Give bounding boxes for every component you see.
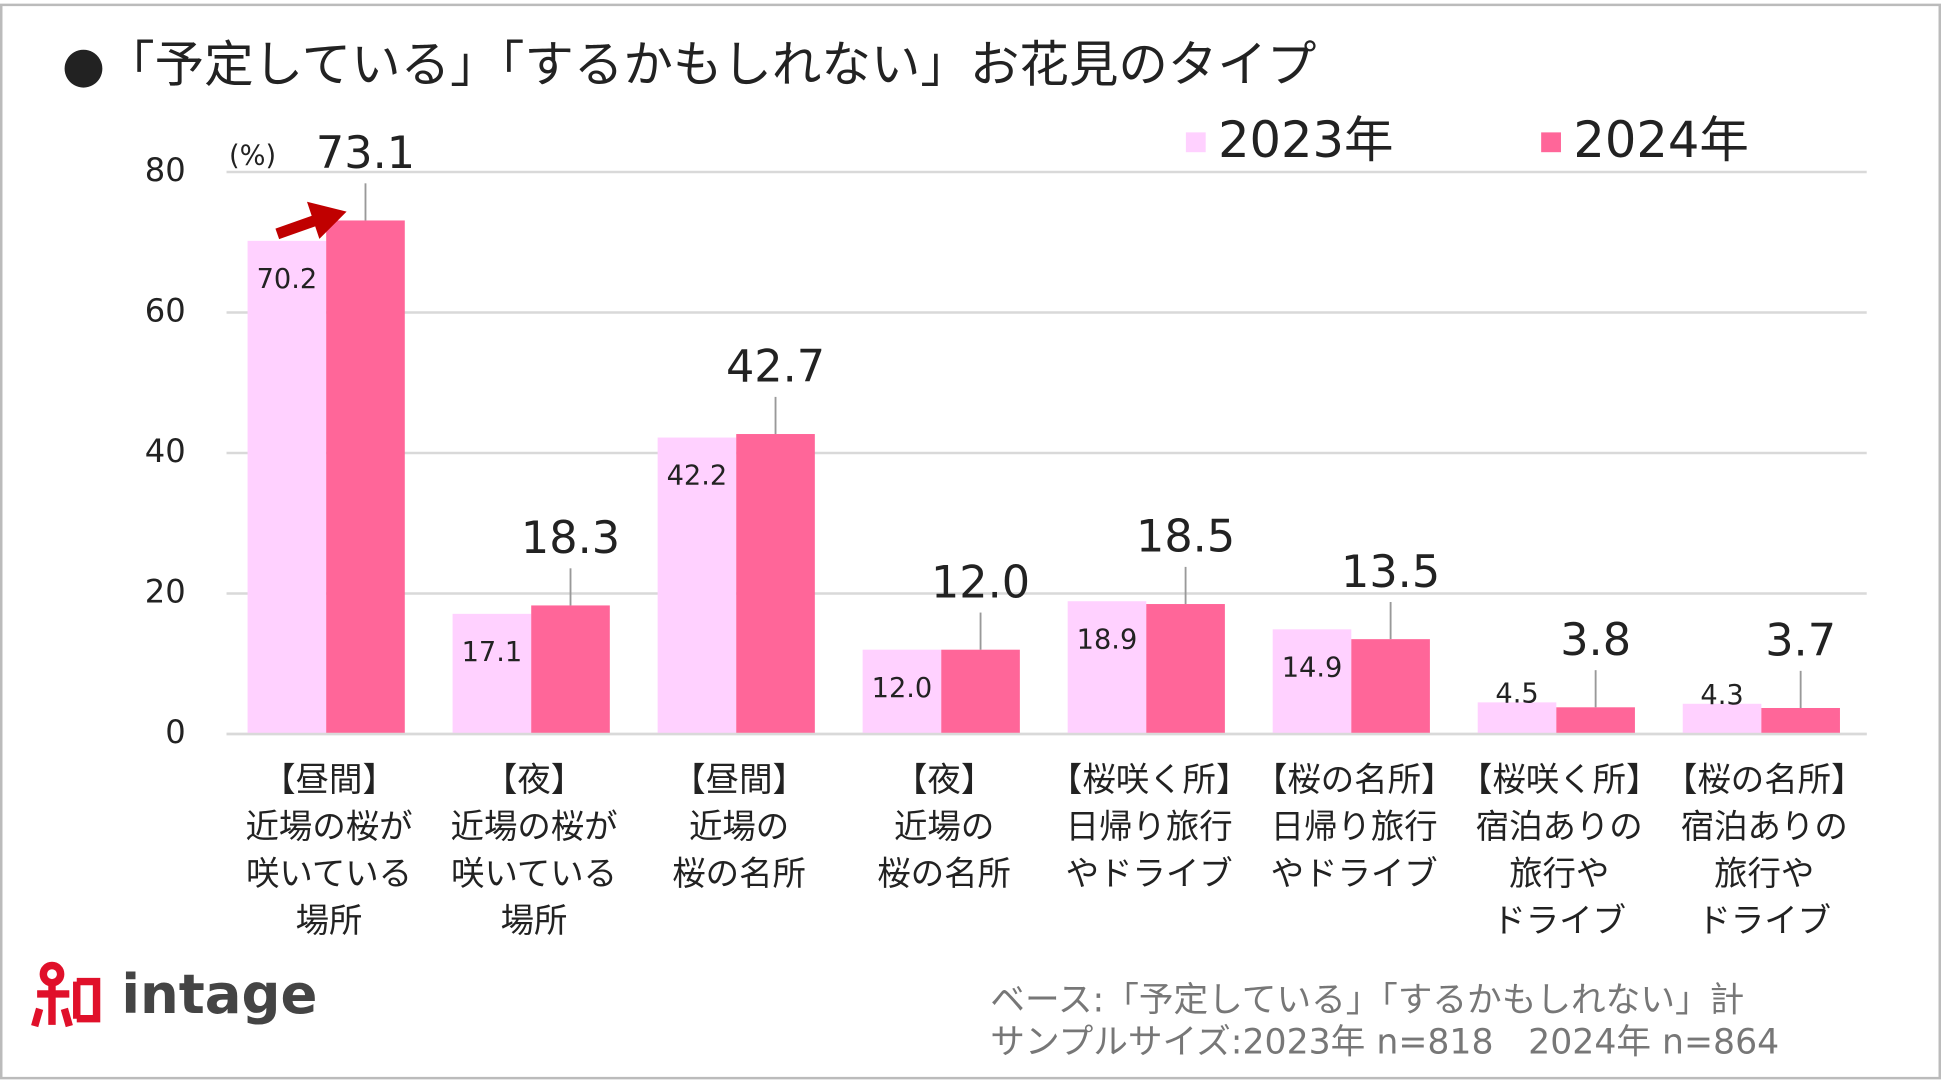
data-label: 12.0 [872,673,933,704]
data-label: 4.3 [1700,680,1743,711]
bar [1556,707,1635,734]
bar [657,437,737,734]
y-tick-label: 40 [145,432,186,470]
bar [736,434,815,734]
legend-swatch [1541,132,1561,153]
data-label: 70.2 [257,264,318,295]
data-label: 14.9 [1282,652,1343,683]
x-tick-label: 【桜の名所】宿泊ありの旅行やドライブ [1664,760,1864,940]
chart-title: ●「予定している」「するかもしれない」お花見のタイプ [62,36,1316,94]
data-label: 42.7 [726,341,825,393]
legend-label: 2023年 [1218,111,1393,169]
x-tick-label: 【昼間】近場の桜の名所 [672,760,806,893]
legend-swatch [1185,132,1206,153]
bar [531,605,610,734]
x-tick-label: 【桜咲く所】宿泊ありの旅行やドライブ [1459,760,1659,940]
bar [452,613,532,734]
note: サンプルサイズ:2023年 n=818 2024年 n=864 [990,1022,1779,1062]
data-label: 18.5 [1136,511,1235,563]
arrow-head [306,201,347,239]
data-label: 3.7 [1765,615,1836,667]
bar [1682,703,1762,734]
y-tick-label: 80 [145,151,186,189]
y-unit: (%) [229,141,276,172]
x-tick-label: 【桜の名所】日帰り旅行やドライブ [1254,760,1454,893]
x-tick-label: 【昼間】近場の桜が咲いている場所 [246,760,413,940]
bar [1477,702,1557,734]
data-label: 18.9 [1077,624,1138,655]
logo-mark [31,961,101,1028]
data-label: 18.3 [521,512,620,564]
arrow [275,213,322,240]
note: ベース:「予定している」「するかもしれない」計 [990,980,1744,1020]
bar [1351,639,1430,734]
y-tick-label: 0 [165,713,185,751]
bar [1146,604,1225,734]
data-label: 4.5 [1495,678,1538,709]
bar [1067,601,1147,734]
x-tick-label: 【夜】近場の桜の名所 [877,760,1011,893]
bar [862,649,942,734]
data-label: 12.0 [931,556,1030,608]
bar [1761,707,1840,734]
data-label: 42.2 [667,461,728,492]
y-tick-label: 60 [145,291,186,329]
bar [247,240,327,734]
x-tick-label: 【夜】近場の桜が咲いている場所 [451,760,618,940]
bar [941,649,1020,734]
logo: intage [121,962,317,1026]
y-tick-label: 20 [145,572,186,610]
data-label: 3.8 [1560,614,1631,666]
legend-label: 2024年 [1573,111,1748,169]
bar [1272,629,1352,734]
bar [326,220,405,734]
data-label: 13.5 [1341,546,1440,598]
data-label: 73.1 [316,127,415,179]
data-label: 17.1 [462,637,523,668]
x-tick-label: 【桜咲く所】日帰り旅行やドライブ [1049,760,1249,893]
